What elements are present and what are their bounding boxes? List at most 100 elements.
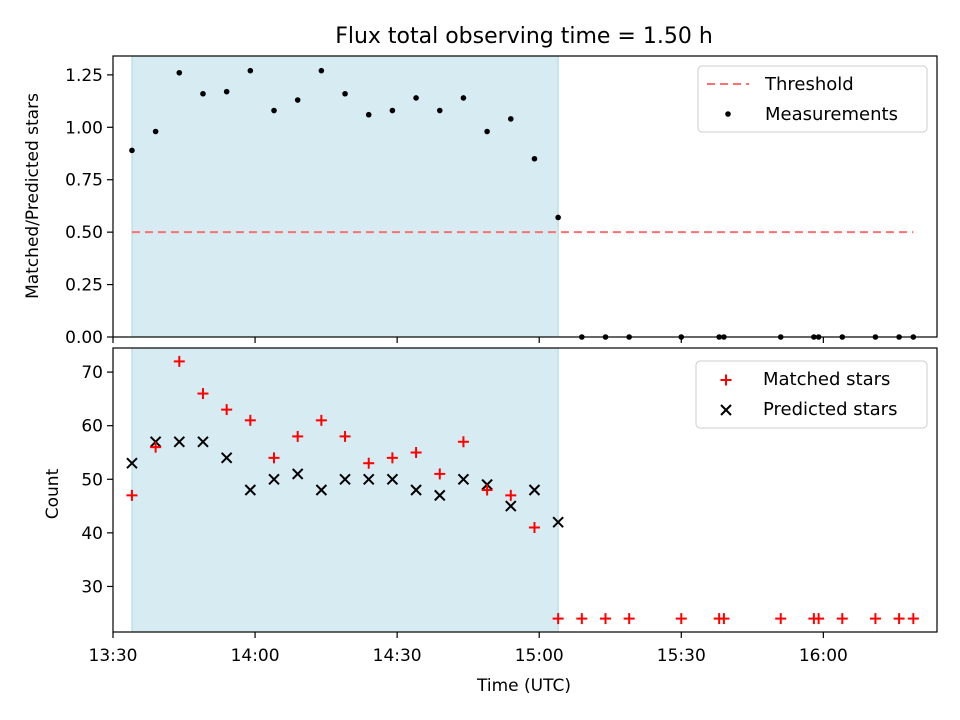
measurement-point bbox=[484, 128, 490, 135]
predicted-star-point bbox=[363, 473, 375, 485]
matched-star-point bbox=[315, 414, 327, 426]
matched-star-point bbox=[907, 613, 919, 625]
legend-predicted-swatch bbox=[720, 404, 732, 416]
bottom-y-axis-label: Count bbox=[43, 468, 63, 519]
matched-star-point bbox=[457, 436, 469, 448]
predicted-star-point bbox=[552, 516, 564, 528]
matched-star-point bbox=[410, 446, 422, 458]
legend-measurements-label: Measurements bbox=[765, 104, 898, 125]
measurement-point bbox=[294, 97, 301, 103]
predicted-star-point bbox=[173, 436, 186, 448]
predicted-star-point bbox=[126, 457, 138, 469]
matched-star-point bbox=[363, 457, 375, 469]
x-axis-label: Time (UTC) bbox=[476, 676, 571, 696]
measurement-point bbox=[271, 107, 277, 114]
top-panel: 0.00 0.25 0.50 0.75 1.00 1.25 Matched/Predict… bbox=[23, 55, 938, 348]
measurement-point bbox=[200, 90, 206, 97]
bottom-ytick-label: 50 bbox=[81, 470, 103, 490]
top-axes-frame bbox=[112, 55, 938, 338]
legend-predicted-marker bbox=[720, 404, 732, 416]
matched-star-point bbox=[623, 613, 635, 625]
top-ytick-label: 0.25 bbox=[65, 276, 103, 296]
bottom-panel: 30 40 50 60 70 13:30 14:00 14:30 15:00 15:30 16:0… bbox=[43, 347, 938, 696]
matched-star-point bbox=[386, 452, 398, 464]
matched-star-point bbox=[339, 430, 351, 442]
measurement-point bbox=[342, 90, 348, 97]
bottom-ytick-label: 60 bbox=[81, 417, 103, 437]
top-ytick-label: 0.75 bbox=[65, 171, 103, 191]
matched-star-point bbox=[893, 613, 905, 625]
matched-star-point bbox=[869, 613, 881, 625]
predicted-star-point bbox=[457, 473, 470, 485]
predicted-star-point bbox=[505, 500, 517, 512]
measurement-point bbox=[389, 107, 396, 114]
bottom-ytick-label: 30 bbox=[81, 577, 103, 597]
predicted-star-point bbox=[528, 484, 541, 496]
predicted-star-point bbox=[386, 473, 399, 485]
xtick-label: 15:30 bbox=[657, 646, 706, 666]
legend-matched-marker bbox=[720, 374, 732, 386]
top-legend: Threshold Measurements bbox=[697, 65, 928, 133]
measurement-point bbox=[223, 88, 230, 95]
measurement-point bbox=[152, 128, 159, 135]
matched-star-point bbox=[126, 489, 138, 501]
bottom-observing-window bbox=[131, 347, 559, 633]
matched-star-point bbox=[528, 522, 540, 534]
matched-star-point bbox=[600, 613, 612, 625]
matched-star-point bbox=[505, 489, 517, 501]
matched-star-point bbox=[434, 468, 446, 480]
legend-matched-swatch bbox=[720, 374, 732, 386]
matched-star-point bbox=[813, 613, 825, 625]
matched-star-point bbox=[576, 613, 588, 625]
matched-star-point bbox=[150, 441, 162, 453]
top-ytick-label: 0.50 bbox=[65, 223, 103, 243]
measurement-point bbox=[129, 147, 135, 154]
matched-star-point bbox=[221, 404, 233, 416]
matched-star-point bbox=[292, 430, 304, 442]
legend-threshold-label: Threshold bbox=[764, 74, 854, 95]
matched-star-point bbox=[775, 613, 787, 625]
predicted-star-point bbox=[434, 489, 446, 502]
matched-star-point bbox=[836, 613, 848, 625]
measurement-point bbox=[460, 95, 467, 101]
matched-star-point bbox=[718, 613, 730, 625]
measurement-point bbox=[531, 155, 538, 162]
legend-measurements-swatch bbox=[725, 111, 731, 117]
matched-star-point bbox=[197, 388, 209, 400]
predicted-star-point bbox=[339, 473, 351, 485]
predicted-star-point bbox=[315, 484, 328, 496]
measurement-point bbox=[365, 111, 372, 118]
top-ytick-label: 1.25 bbox=[65, 66, 103, 86]
bottom-legend: Matched stars Predicted stars bbox=[695, 360, 928, 429]
measurement-point bbox=[555, 214, 561, 221]
predicted-star-point bbox=[410, 484, 422, 496]
top-y-axis-label: Matched/Predicted stars bbox=[23, 93, 43, 299]
predicted-star-point bbox=[268, 473, 280, 485]
legend-predicted-label: Predicted stars bbox=[763, 399, 897, 420]
xtick-label: 13:30 bbox=[89, 646, 138, 666]
predicted-star-point bbox=[291, 468, 304, 480]
legend-matched-label: Matched stars bbox=[763, 369, 890, 390]
measurement-point bbox=[176, 69, 183, 76]
xtick-label: 14:30 bbox=[373, 646, 422, 666]
xtick-label: 15:00 bbox=[515, 646, 564, 666]
xtick-label: 14:00 bbox=[231, 646, 280, 666]
matched-star-point bbox=[552, 613, 564, 625]
measurement-point bbox=[413, 95, 419, 101]
measurement-point bbox=[507, 116, 514, 122]
top-ytick-label: 1.00 bbox=[65, 118, 103, 138]
matched-star-point bbox=[268, 452, 280, 464]
xtick-label: 16:00 bbox=[799, 646, 848, 666]
chart-title: Flux total observing time = 1.50 h bbox=[335, 24, 713, 49]
top-observing-window bbox=[131, 55, 559, 338]
matched-star-point bbox=[481, 484, 493, 496]
predicted-star-point bbox=[244, 484, 257, 496]
measurement-point bbox=[436, 107, 443, 114]
matched-star-point bbox=[244, 414, 256, 426]
predicted-star-point bbox=[220, 452, 233, 464]
matched-star-point bbox=[675, 613, 687, 625]
matched-star-point bbox=[173, 355, 185, 367]
predicted-star-point bbox=[197, 436, 209, 448]
bottom-ytick-label: 70 bbox=[81, 363, 103, 383]
